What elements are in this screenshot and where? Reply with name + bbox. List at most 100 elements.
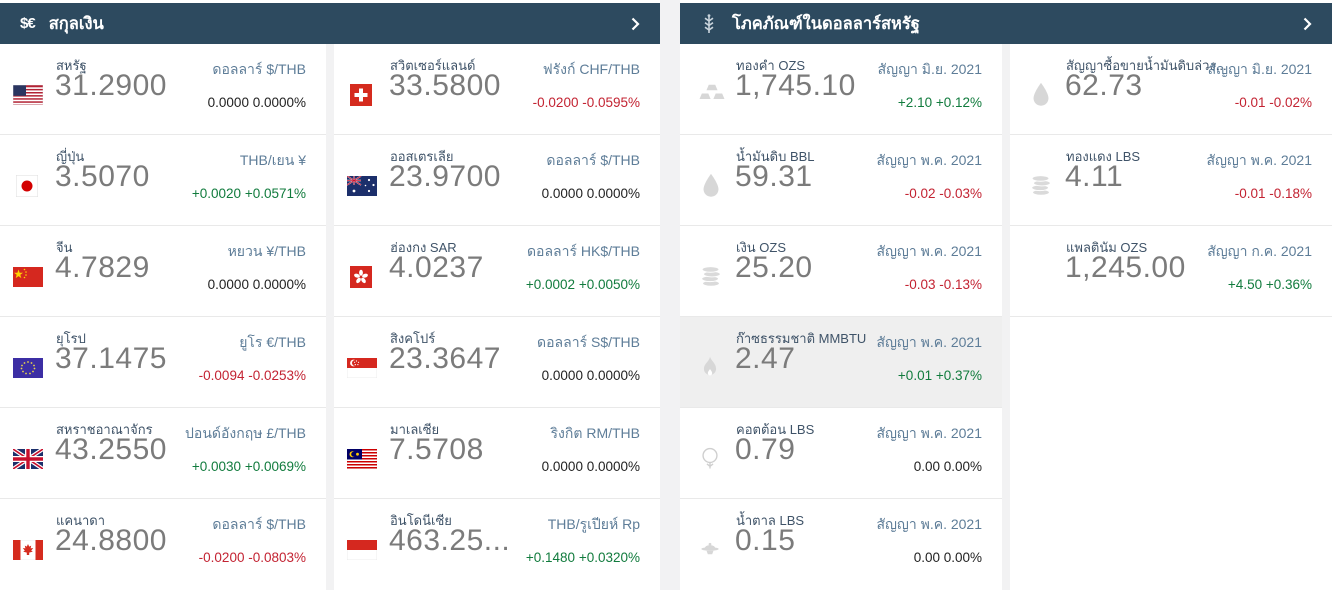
price-value: 23.3647 [389, 342, 501, 375]
instrument-name: สหราชอาณาจักร [56, 422, 153, 437]
contract-label: สัญญา พ.ค. 2021 [1206, 152, 1312, 168]
price-value: 2.47 [735, 342, 796, 375]
pair-label: ปอนด์อังกฤษ £/THB [185, 425, 306, 441]
japan-flag-icon [16, 175, 38, 197]
commodities-title: โภคภัณฑ์ในดอลลาร์สหรัฐ [732, 14, 920, 33]
commodity-card-cotton[interactable]: คอตต้อน LBS 0.79 สัญญา พ.ค. 2021 0.00 0.… [680, 408, 1002, 499]
instrument-name: เงิน OZS [736, 240, 787, 255]
price-value: 0.79 [735, 433, 796, 466]
flame-icon [697, 354, 723, 382]
pair-label: ดอลลาร์ $/THB [212, 516, 306, 532]
chevron-right-icon[interactable] [1303, 17, 1312, 31]
currency-symbols-icon: $€ [20, 15, 36, 32]
change-value: -0.0094 -0.0253% [198, 368, 306, 383]
australia-flag-icon [347, 176, 377, 196]
instrument-name: ญี่ปุ่น [56, 149, 85, 164]
price-value: 7.5708 [389, 433, 484, 466]
commodity-card-gold[interactable]: ทองคำ OZS 1,745.10 สัญญา มิ.ย. 2021 +2.1… [680, 44, 1002, 135]
pair-label: ดอลลาร์ $/THB [212, 61, 306, 77]
pair-label: ดอลลาร์ S$/THB [537, 334, 640, 350]
contract-label: สัญญา พ.ค. 2021 [876, 516, 982, 532]
currency-card-malaysia[interactable]: มาเลเซีย 7.5708 ริงกิต RM/THB 0.0000 0.0… [334, 408, 660, 499]
currency-card-japan[interactable]: ญี่ปุ่น 3.5070 THB/เยน ¥ +0.0020 +0.0571… [0, 135, 326, 226]
price-value: 25.20 [735, 251, 813, 284]
indonesia-flag-icon [347, 540, 377, 560]
commodities-header[interactable]: โภคภัณฑ์ในดอลลาร์สหรัฐ [680, 3, 1332, 44]
change-value: +0.0002 +0.0050% [525, 277, 640, 292]
instrument-name: ออสเตรเลีย [390, 149, 454, 164]
pair-label: ยูโร €/THB [239, 334, 306, 350]
pair-label: ดอลลาร์ HK$/THB [526, 243, 640, 259]
change-value: 0.0000 0.0000% [207, 277, 306, 292]
currency-card-indonesia[interactable]: อินโดนีเซีย 463.25... THB/รูเปียห์ Rp +0… [334, 499, 660, 590]
instrument-name: ก๊าซธรรมชาติ MMBTU [736, 331, 867, 346]
change-value: +2.10 +0.12% [897, 95, 982, 110]
column-divider [326, 44, 334, 590]
price-value: 4.7829 [55, 251, 150, 284]
singapore-flag-icon [347, 358, 377, 378]
change-value: +4.50 +0.36% [1227, 277, 1312, 292]
price-value: 24.8800 [55, 524, 167, 557]
us-flag-icon [13, 85, 43, 105]
oil-drop-icon [697, 172, 725, 200]
currency-card-hong-kong[interactable]: ฮ่องกง SAR 4.0237 ดอลลาร์ HK$/THB +0.000… [334, 226, 660, 317]
currencies-header[interactable]: $€ สกุลเงิน [0, 3, 660, 44]
contract-label: สัญญา มิ.ย. 2021 [877, 61, 982, 77]
commodity-card-platinum[interactable]: แพลตินัม OZS 1,245.00 สัญญา ก.ค. 2021 +4… [1010, 226, 1332, 317]
change-value: -0.03 -0.13% [904, 277, 982, 292]
contract-label: สัญญา พ.ค. 2021 [876, 425, 982, 441]
instrument-name: น้ำตาล LBS [736, 513, 805, 528]
commodity-card-natural-gas[interactable]: ก๊าซธรรมชาติ MMBTU 2.47 สัญญา พ.ค. 2021 … [680, 317, 1002, 408]
empty-cell [1010, 499, 1332, 590]
change-value: -0.02 -0.03% [904, 186, 982, 201]
gold-bars-icon [697, 81, 727, 105]
cotton-icon [697, 445, 723, 473]
currency-card-china[interactable]: จีน 4.7829 หยวน ¥/THB 0.0000 0.0000% [0, 226, 326, 317]
price-value: 43.2550 [55, 433, 167, 466]
change-value: -0.01 -0.18% [1234, 186, 1312, 201]
change-value: +0.1480 +0.0320% [525, 550, 640, 565]
pair-label: ดอลลาร์ $/THB [546, 152, 640, 168]
instrument-name: คอตต้อน LBS [736, 422, 815, 437]
commodity-card-copper[interactable]: ทองแดง LBS 4.11 สัญญา พ.ค. 2021 -0.01 -0… [1010, 135, 1332, 226]
instrument-name: อินโดนีเซีย [390, 513, 452, 528]
currency-card-uk[interactable]: สหราชอาณาจักร 43.2550 ปอนด์อังกฤษ £/THB … [0, 408, 326, 499]
change-value: 0.00 0.00% [913, 459, 982, 474]
commodity-card-silver[interactable]: เงิน OZS 25.20 สัญญา พ.ค. 2021 -0.03 -0.… [680, 226, 1002, 317]
instrument-name: น้ำมันดิบ BBL [736, 149, 815, 164]
change-value: -0.0200 -0.0595% [532, 95, 640, 110]
instrument-name: ฮ่องกง SAR [390, 240, 457, 255]
pair-label: THB/เยน ¥ [239, 152, 306, 168]
currency-card-canada[interactable]: แคนาดา 24.8800 ดอลลาร์ $/THB -0.0200 -0.… [0, 499, 326, 590]
currency-card-australia[interactable]: ออสเตรเลีย 23.9700 ดอลลาร์ $/THB 0.0000 … [334, 135, 660, 226]
currencies-panel: $€ สกุลเงิน สหรัฐ 31.2900 ดอลลาร์ $/THB … [0, 0, 660, 590]
uk-flag-icon [13, 449, 43, 469]
instrument-name: แพลตินัม OZS [1066, 240, 1148, 255]
contract-label: สัญญา พ.ค. 2021 [876, 152, 982, 168]
currencies-title: สกุลเงิน [48, 14, 104, 33]
switzerland-flag-icon [350, 84, 372, 106]
instrument-name: จีน [56, 240, 73, 255]
china-flag-icon [13, 267, 43, 287]
change-value: 0.00 0.00% [913, 550, 982, 565]
currency-card-us[interactable]: สหรัฐ 31.2900 ดอลลาร์ $/THB 0.0000 0.000… [0, 44, 326, 135]
instrument-name: แคนาดา [56, 513, 106, 528]
change-value: 0.0000 0.0000% [541, 459, 640, 474]
change-value: 0.0000 0.0000% [207, 95, 306, 110]
commodity-card-sugar[interactable]: น้ำตาล LBS 0.15 สัญญา พ.ค. 2021 0.00 0.0… [680, 499, 1002, 590]
commodity-card-crude-futures[interactable]: สัญญาซื้อขายน้ำมันดิบล่วง... 62.73 สัญญา… [1010, 44, 1332, 135]
currencies-grid: สหรัฐ 31.2900 ดอลลาร์ $/THB 0.0000 0.000… [0, 44, 660, 590]
chevron-right-icon[interactable] [631, 17, 640, 31]
coins-stack-icon [697, 263, 725, 289]
currency-card-europe[interactable]: ยุโรป 37.1475 ยูโร €/THB -0.0094 -0.0253… [0, 317, 326, 408]
currency-card-singapore[interactable]: สิงคโปร์ 23.3647 ดอลลาร์ S$/THB 0.0000 0… [334, 317, 660, 408]
instrument-name: สวิตเซอร์แลนด์ [390, 58, 476, 73]
commodity-card-crude-oil[interactable]: น้ำมันดิบ BBL 59.31 สัญญา พ.ค. 2021 -0.0… [680, 135, 1002, 226]
instrument-name: สหรัฐ [56, 58, 87, 73]
eu-flag-icon [13, 358, 43, 378]
pair-label: THB/รูเปียห์ Rp [547, 516, 640, 532]
contract-label: สัญญา มิ.ย. 2021 [1207, 61, 1312, 77]
instrument-name: สัญญาซื้อขายน้ำมันดิบล่วง... [1066, 58, 1227, 73]
commodities-grid: ทองคำ OZS 1,745.10 สัญญา มิ.ย. 2021 +2.1… [680, 44, 1332, 590]
currency-card-switzerland[interactable]: สวิตเซอร์แลนด์ 33.5800 ฟรังก์ CHF/THB -0… [334, 44, 660, 135]
